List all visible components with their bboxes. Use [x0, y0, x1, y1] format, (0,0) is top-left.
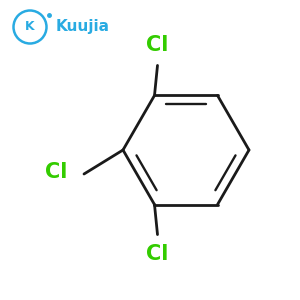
- Text: Cl: Cl: [146, 35, 169, 55]
- Text: Cl: Cl: [146, 244, 169, 264]
- Text: K: K: [25, 20, 35, 34]
- Text: Kuujia: Kuujia: [56, 20, 110, 34]
- Text: Cl: Cl: [45, 163, 68, 182]
